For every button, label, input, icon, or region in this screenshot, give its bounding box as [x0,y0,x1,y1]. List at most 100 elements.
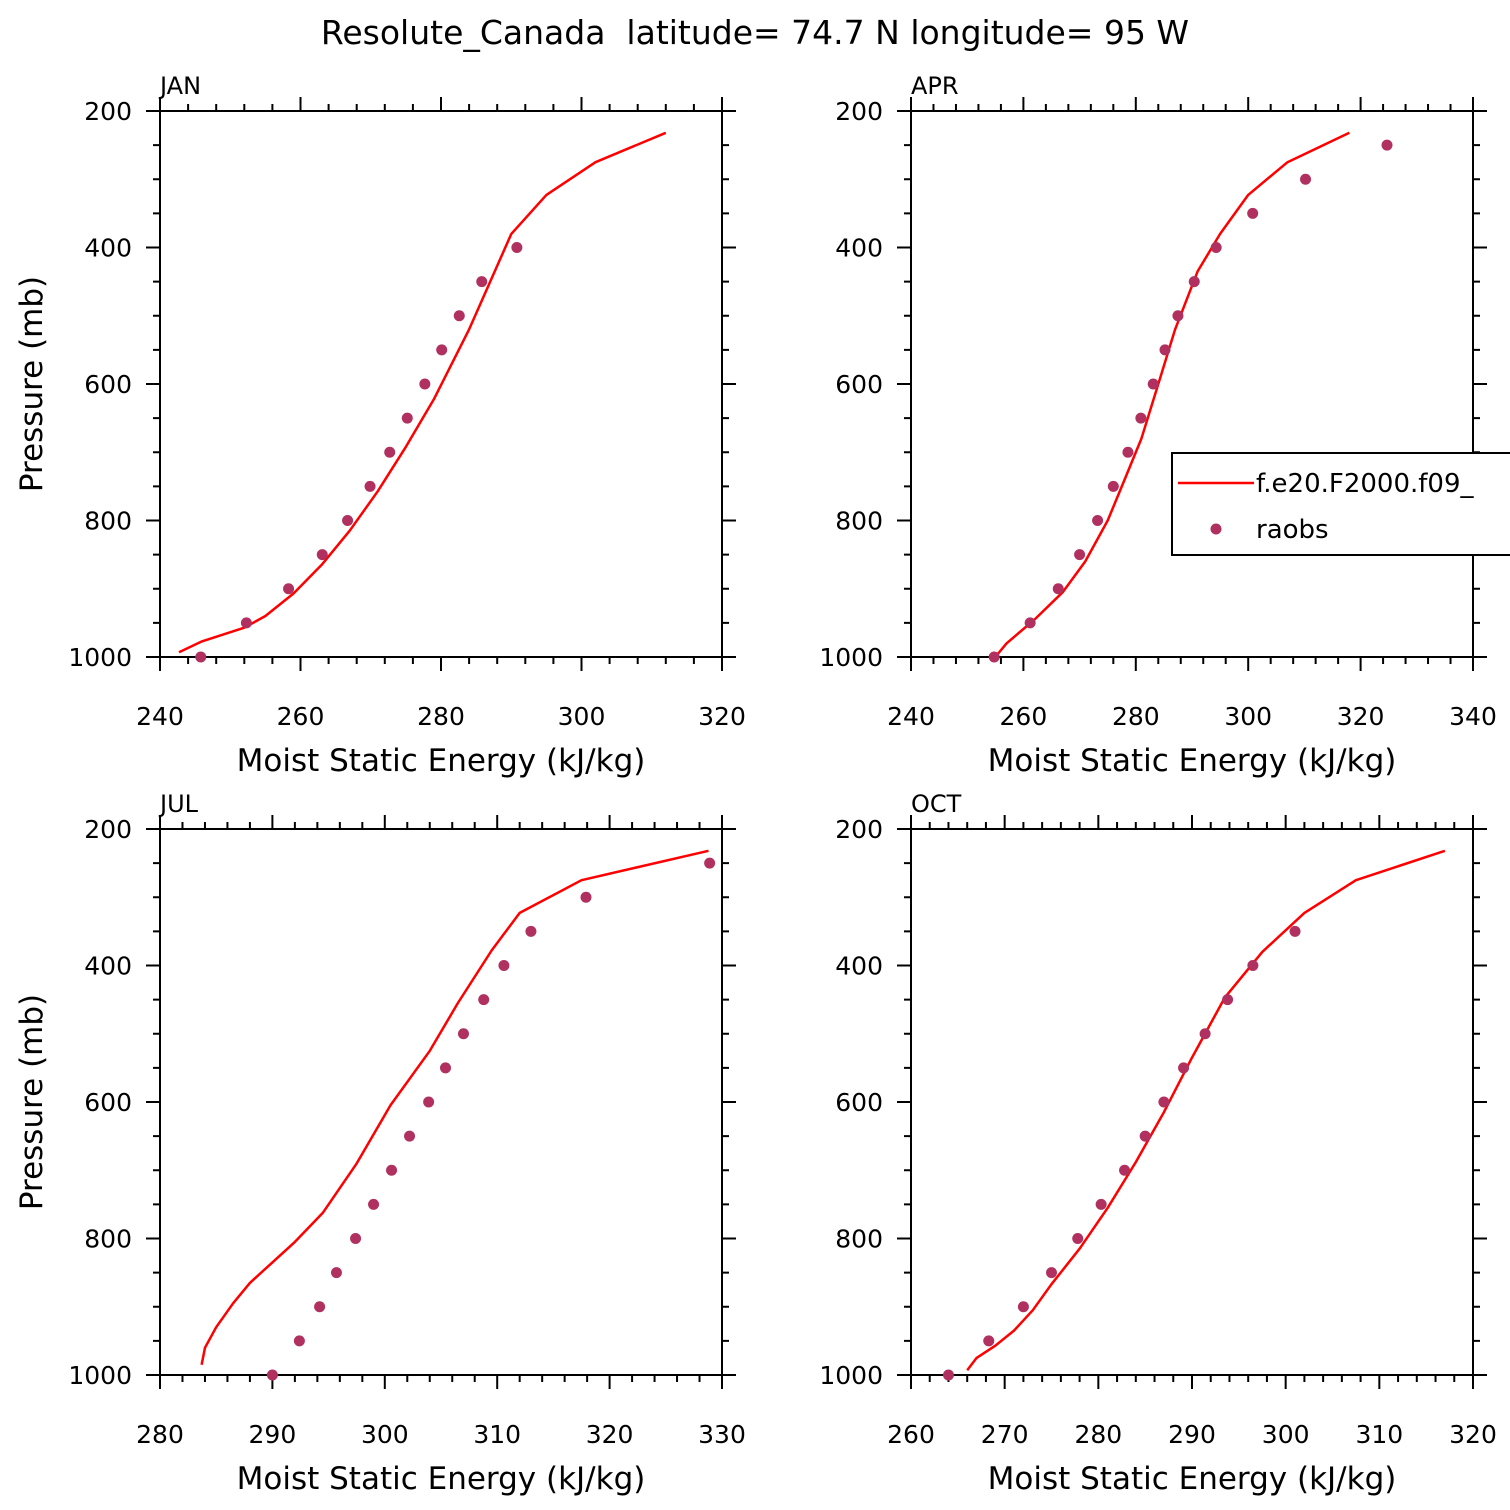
y-tick-label: 800 [835,1225,883,1254]
y-tick-label: 800 [835,507,883,536]
x-axis-label: Moist Static Energy (kJ/kg) [988,1461,1397,1497]
raobs-point [401,412,413,424]
raobs-point [988,651,1000,663]
raobs-point [419,378,431,390]
legend-label-model: f.e20.F2000.f09_ [1256,469,1474,499]
raobs-point [1147,378,1159,390]
raobs-point [498,960,510,971]
y-tick-label: 800 [84,507,132,536]
raobs-point [1135,412,1147,424]
y-axis-label: Pressure (mb) [14,276,50,492]
raobs-point [1158,1096,1170,1108]
legend: f.e20.F2000.f09_raobs [1171,452,1510,556]
x-tick-label: 320 [586,1420,634,1449]
x-tick-label: 290 [1168,1420,1216,1449]
model-line [994,131,1350,658]
raobs-point [511,242,523,253]
panel-label: APR [911,72,959,100]
raobs-point [350,1233,362,1244]
raobs-point [283,583,295,595]
raobs-point [1289,925,1301,937]
raobs-point [1107,480,1119,492]
raobs-point [983,1335,995,1347]
raobs-point [1381,139,1393,151]
y-tick-label: 400 [835,234,883,263]
y-tick-label: 1000 [819,643,883,672]
x-tick-label: 240 [887,702,935,731]
raobs-point [240,617,252,629]
raobs-point [439,1062,451,1074]
x-tick-label: 300 [1224,702,1272,731]
x-tick-label: 290 [249,1420,297,1449]
x-tick-label: 300 [558,702,606,731]
raobs-point [580,891,592,903]
x-axis-label: Moist Static Energy (kJ/kg) [237,1461,646,1497]
model-line [178,131,667,654]
raobs-point [1178,1062,1190,1074]
model-line [966,849,1446,1371]
raobs-point [1188,276,1200,288]
raobs-point [457,1028,469,1040]
x-tick-label: 320 [1449,1420,1497,1449]
x-tick-label: 300 [361,1420,409,1449]
x-tick-label: 320 [698,702,746,731]
raobs-point [384,446,396,458]
raobs-point [1122,446,1134,458]
raobs-point [1092,515,1104,526]
y-tick-label: 600 [835,370,883,399]
y-tick-label: 400 [84,234,132,263]
raobs-point [293,1335,305,1347]
raobs-point [476,276,488,288]
panels-group: JAN 240 260 280 300 320 200 400 600 800 1000 Moist … [14,72,1497,1497]
y-tick-label: 400 [84,952,132,981]
x-tick-label: 260 [1000,702,1048,731]
raobs-point [386,1164,398,1176]
x-tick-label: 240 [136,702,184,731]
x-tick-label: 310 [1355,1420,1403,1449]
y-tick-label: 200 [84,815,132,844]
x-tick-label: 310 [473,1420,521,1449]
panel-label: JUL [158,790,199,818]
panel-apr: APR 240 260 280 300 320 340 200 400 600 800 1000 Moi… [819,72,1496,779]
x-axis-label: Moist Static Energy (kJ/kg) [988,743,1397,779]
y-tick-label: 600 [84,370,132,399]
plot-frame [910,828,1474,1376]
raobs-point [704,857,716,869]
raobs-point [266,1369,278,1381]
raobs-point [1119,1164,1131,1176]
y-tick-label: 200 [84,97,132,126]
panel-jan: JAN 240 260 280 300 320 200 400 600 800 1000 Moist … [14,72,746,779]
raobs-point [1074,549,1086,561]
raobs-point [436,344,448,356]
figure-title: Resolute_Canada latitude= 74.7 N longitu… [321,13,1189,52]
raobs-point [1017,1301,1029,1313]
panel-label: OCT [911,790,962,818]
raobs-point [423,1096,435,1108]
raobs-point [1072,1233,1084,1244]
raobs-point [195,651,207,663]
x-tick-label: 280 [136,1420,184,1449]
raobs-point [1159,344,1171,356]
raobs-point [1172,310,1184,322]
x-tick-label: 330 [698,1420,746,1449]
raobs-point [1247,960,1259,971]
panel-jul: JUL 280 290 300 310 320 330 200 400 600 800 1000 Moi… [14,790,746,1497]
y-tick-label: 200 [835,815,883,844]
y-tick-label: 1000 [68,1361,132,1390]
y-tick-label: 1000 [819,1361,883,1390]
raobs-point [314,1301,326,1313]
x-tick-label: 340 [1449,702,1497,731]
x-tick-label: 280 [417,702,465,731]
raobs-point [1052,583,1064,595]
y-tick-label: 800 [84,1225,132,1254]
raobs-point [1095,1198,1107,1210]
model-line [200,849,709,1366]
raobs-point [1139,1130,1151,1142]
x-tick-label: 280 [1112,702,1160,731]
raobs-point [453,310,465,322]
raobs-point [1210,242,1222,253]
raobs-point [942,1369,954,1381]
panel-oct: OCT 260 270 280 290 300 310 320 200 400 600 800 1000… [819,790,1496,1497]
x-tick-label: 260 [277,702,325,731]
